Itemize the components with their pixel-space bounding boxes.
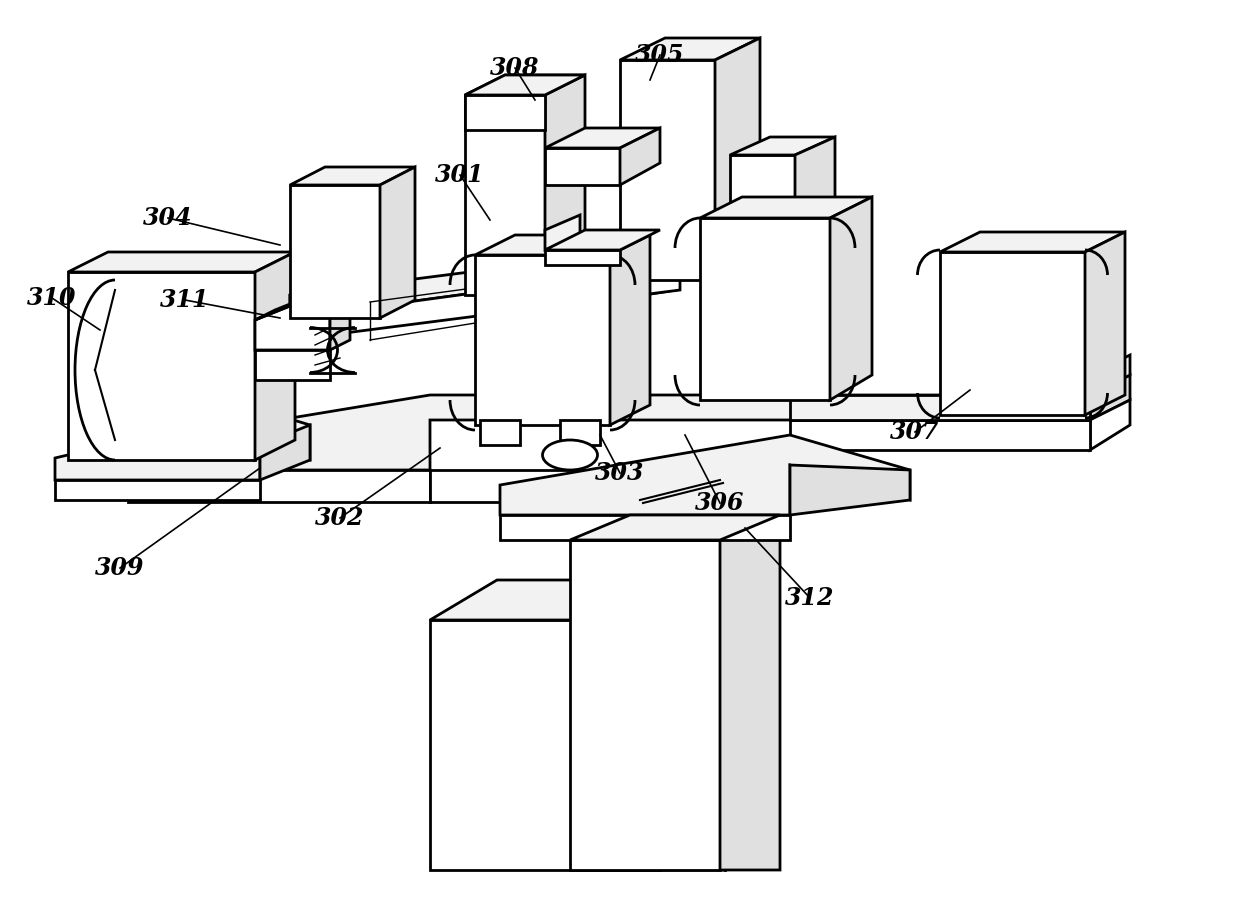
Polygon shape xyxy=(255,350,330,380)
Polygon shape xyxy=(290,282,315,340)
Polygon shape xyxy=(940,252,1085,415)
Text: 304: 304 xyxy=(144,206,192,230)
Polygon shape xyxy=(1090,375,1130,420)
Polygon shape xyxy=(500,515,790,540)
Text: 305: 305 xyxy=(635,43,684,67)
Polygon shape xyxy=(546,230,660,250)
Polygon shape xyxy=(330,280,350,350)
Polygon shape xyxy=(430,620,660,870)
Polygon shape xyxy=(715,38,760,280)
Polygon shape xyxy=(570,540,720,870)
Polygon shape xyxy=(290,167,415,185)
Polygon shape xyxy=(1090,400,1130,450)
Text: 309: 309 xyxy=(95,556,145,580)
Text: 308: 308 xyxy=(490,56,539,80)
Polygon shape xyxy=(55,410,310,480)
Polygon shape xyxy=(660,580,725,870)
Text: 311: 311 xyxy=(160,288,210,312)
Polygon shape xyxy=(128,470,430,502)
Polygon shape xyxy=(730,155,795,280)
Text: 301: 301 xyxy=(435,163,485,187)
Polygon shape xyxy=(546,250,620,265)
Text: 302: 302 xyxy=(315,506,365,530)
Polygon shape xyxy=(55,480,260,500)
Polygon shape xyxy=(260,425,310,480)
Polygon shape xyxy=(379,167,415,318)
Polygon shape xyxy=(620,128,660,185)
Polygon shape xyxy=(465,75,585,95)
Polygon shape xyxy=(546,75,585,295)
Polygon shape xyxy=(790,395,1090,420)
Polygon shape xyxy=(480,420,520,445)
Polygon shape xyxy=(430,580,725,620)
Polygon shape xyxy=(830,197,872,400)
Polygon shape xyxy=(465,95,546,130)
Polygon shape xyxy=(1085,232,1125,415)
Polygon shape xyxy=(255,280,350,320)
Polygon shape xyxy=(790,420,1090,450)
Polygon shape xyxy=(546,148,620,185)
Polygon shape xyxy=(128,395,1090,470)
Ellipse shape xyxy=(543,440,598,470)
Polygon shape xyxy=(290,265,680,340)
Polygon shape xyxy=(68,272,255,460)
Polygon shape xyxy=(795,137,835,280)
Text: 310: 310 xyxy=(27,286,77,310)
Polygon shape xyxy=(730,137,835,155)
Polygon shape xyxy=(546,215,580,250)
Polygon shape xyxy=(620,60,715,280)
Polygon shape xyxy=(570,515,780,540)
Polygon shape xyxy=(500,435,910,515)
Polygon shape xyxy=(790,465,910,515)
Polygon shape xyxy=(255,290,330,350)
Polygon shape xyxy=(620,38,760,60)
Polygon shape xyxy=(128,430,155,470)
Polygon shape xyxy=(701,197,872,218)
Polygon shape xyxy=(940,232,1125,252)
Polygon shape xyxy=(720,515,780,870)
Polygon shape xyxy=(475,255,610,425)
Text: 306: 306 xyxy=(696,491,745,515)
Polygon shape xyxy=(475,235,650,255)
Polygon shape xyxy=(560,420,600,445)
Text: 303: 303 xyxy=(595,461,645,485)
Polygon shape xyxy=(255,252,295,460)
Polygon shape xyxy=(290,245,680,318)
Polygon shape xyxy=(290,185,379,318)
Polygon shape xyxy=(1090,355,1130,395)
Polygon shape xyxy=(465,75,585,95)
Text: 307: 307 xyxy=(890,420,940,444)
Polygon shape xyxy=(610,235,650,425)
Text: 312: 312 xyxy=(785,586,835,610)
Polygon shape xyxy=(546,128,660,148)
Polygon shape xyxy=(465,95,546,295)
Polygon shape xyxy=(701,218,830,400)
Polygon shape xyxy=(68,252,295,272)
Polygon shape xyxy=(430,470,790,502)
